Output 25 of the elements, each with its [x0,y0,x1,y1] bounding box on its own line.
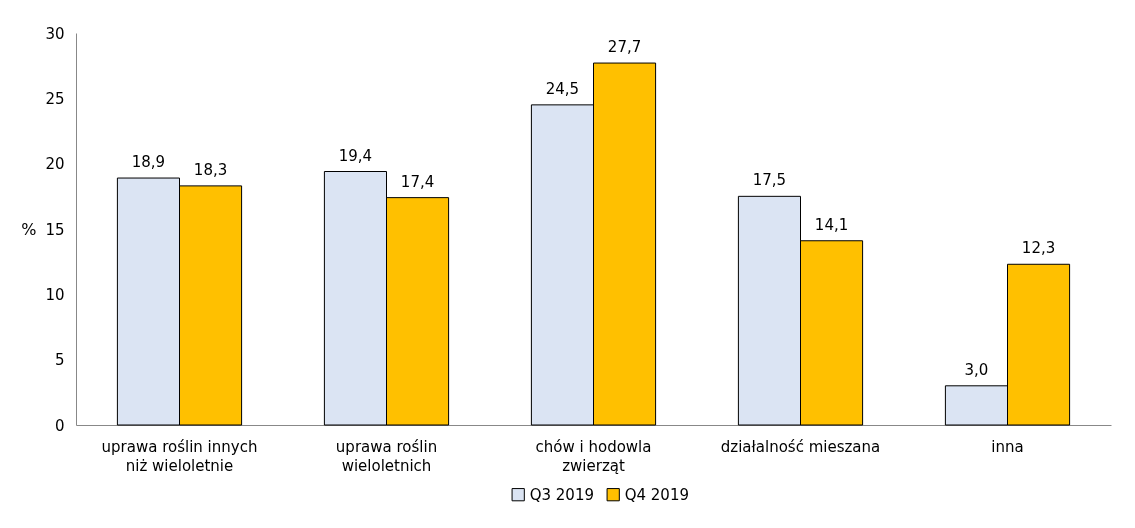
y-tick-label: 25 [45,89,65,108]
y-tick-label: 0 [54,416,65,435]
x-tick-label: uprawa roślin innych niż wieloletnie [101,437,258,475]
y-tick-label: 20 [45,155,65,174]
data-label: 17,5 [752,171,787,190]
data-label: 24,5 [545,79,580,98]
data-label: 14,1 [814,215,849,234]
x-tick-label: inna [991,437,1024,456]
data-label: 18,9 [131,153,166,172]
data-label: 17,4 [400,172,435,191]
y-axis-title: % [21,219,37,239]
x-tick-label: chów i hodowla zwierząt [535,437,652,475]
x-tick-label: działalność mieszana [720,437,881,456]
legend-label: Q3 2019 [529,485,594,504]
data-label: 3,0 [964,360,989,379]
data-label: 12,3 [1021,239,1056,258]
data-label: 27,7 [607,38,642,57]
data-label: 19,4 [338,146,373,165]
y-tick-label: 30 [45,24,65,43]
legend-label: Q4 2019 [624,485,689,504]
x-tick-label: uprawa roślin wieloletnich [335,437,438,475]
data-label: 18,3 [193,160,228,179]
y-tick-label: 5 [54,351,65,370]
y-tick-label: 10 [45,285,65,304]
y-tick-label: 15 [45,220,65,239]
